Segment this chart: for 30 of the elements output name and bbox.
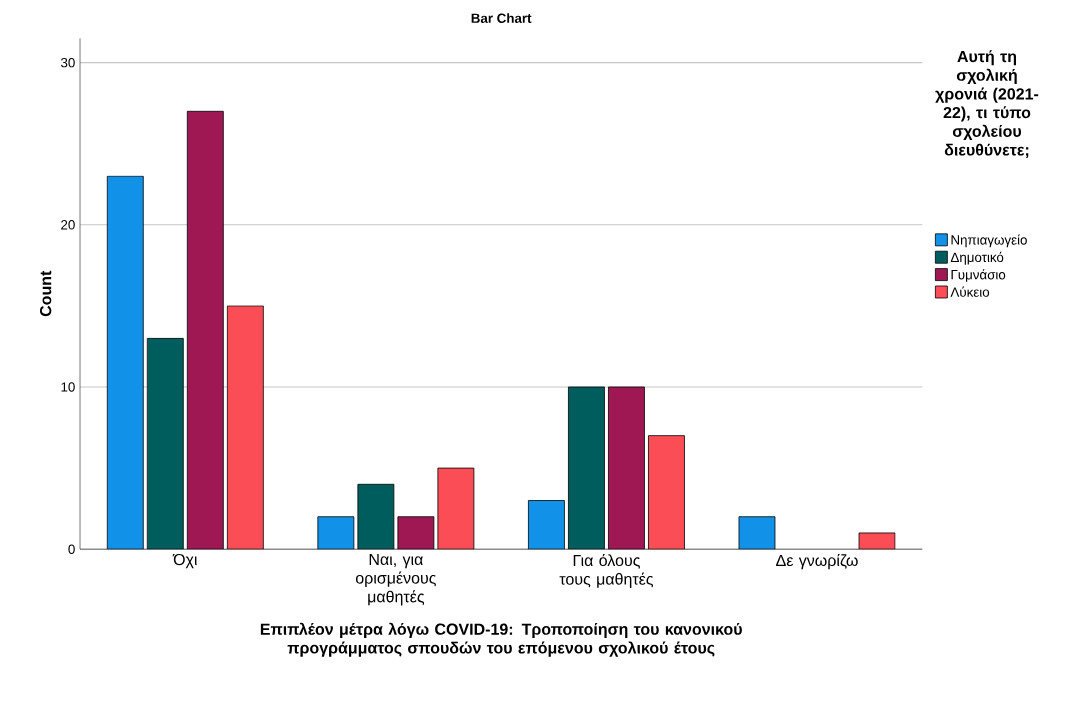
x-tick-label: Ναι, για ορισμένους μαθητές: [355, 553, 436, 606]
bar: [528, 500, 565, 550]
bar: [146, 337, 184, 550]
x-tick-label: Δε γνωρίζω: [776, 553, 858, 570]
legend-label: Δημοτικό: [950, 251, 1004, 265]
x-tick-label: Για όλους τους μαθητές: [559, 553, 654, 588]
bar: [437, 467, 475, 550]
bar: [226, 305, 264, 550]
y-tick-label: 20: [61, 220, 75, 230]
x-axis-title: Επιπλέον μέτρα λόγω COVID-19: Τροποποίηση του κανονικού προγράμματος σπουδών του επόμενου σχολικού έτους: [260, 622, 742, 657]
bar: [648, 435, 685, 550]
x-tick-label: Όχι: [172, 553, 198, 569]
bar: [397, 516, 435, 550]
y-tick-label: 0: [68, 544, 75, 554]
legend-label: Νηπιαγωγείο: [951, 234, 1027, 248]
bar: [568, 386, 605, 550]
legend-label: Γυμνάσιο: [951, 269, 1006, 282]
bar: [317, 516, 355, 550]
chart-title: Bar Chart: [471, 13, 532, 23]
y-axis-title: Count: [39, 270, 52, 317]
y-tick-label: 30: [60, 57, 75, 68]
bar: [738, 516, 776, 550]
bar: [186, 110, 224, 550]
legend-label: Λύκειο: [950, 286, 990, 297]
y-tick-label: 10: [61, 382, 75, 392]
bar: [106, 175, 144, 550]
bar: [608, 386, 645, 550]
bar: [858, 532, 896, 550]
bar: [357, 483, 395, 550]
legend-title: Αυτή τη σχολική χρονιά (2021-22), τι τύπο σχολείου διευθύνετε;: [935, 50, 1039, 158]
